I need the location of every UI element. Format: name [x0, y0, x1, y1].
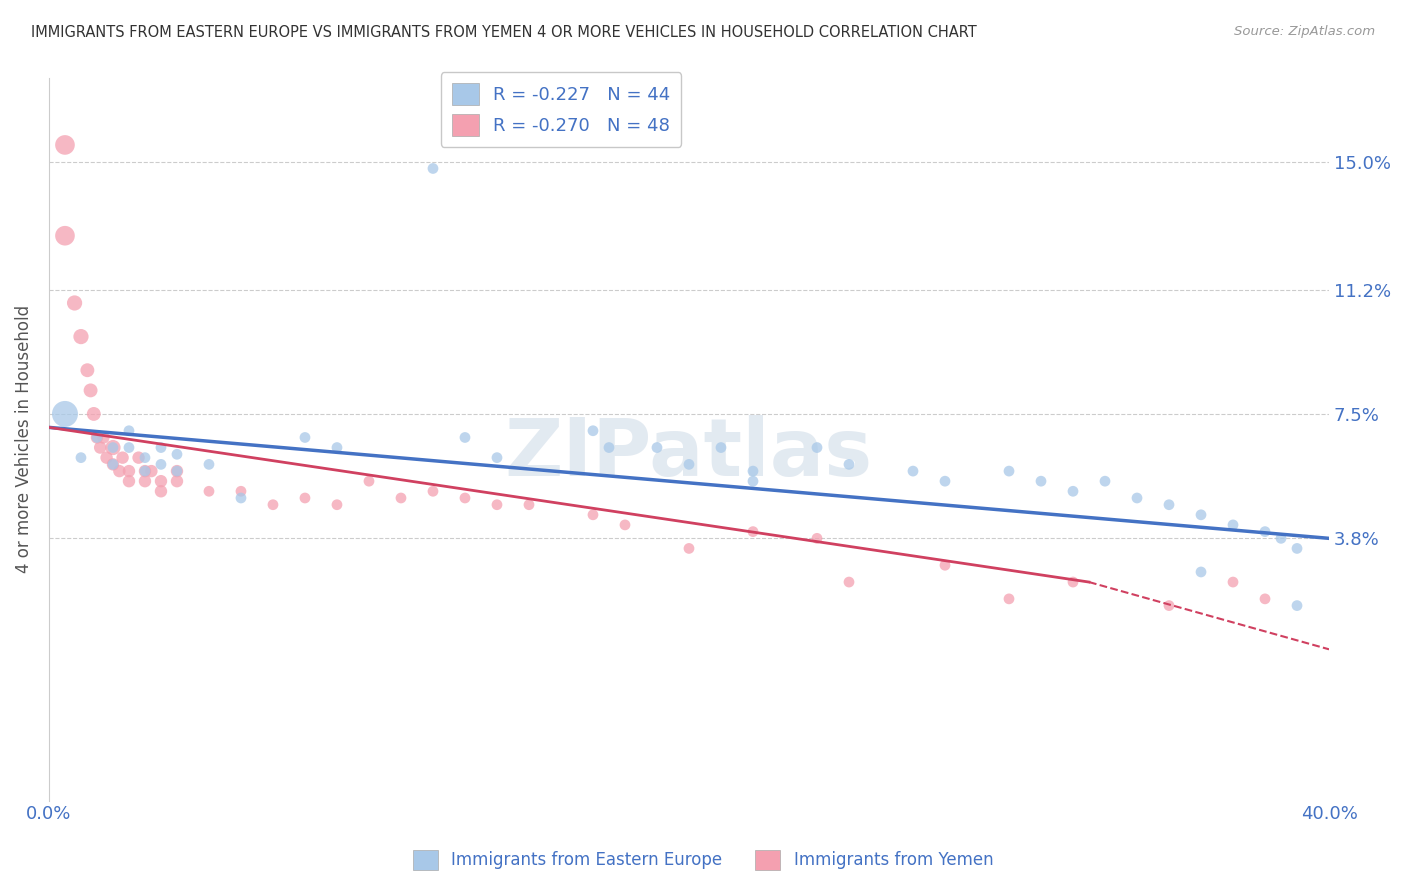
Legend: R = -0.227   N = 44, R = -0.270   N = 48: R = -0.227 N = 44, R = -0.270 N = 48 [440, 72, 682, 147]
Point [53, 137, 76, 152]
Point [118, 441, 141, 455]
Point [108, 464, 131, 478]
Point [118, 464, 141, 478]
Point [1285, 599, 1308, 613]
Point [357, 474, 380, 488]
Point [678, 541, 700, 556]
Point [1270, 532, 1292, 546]
Point [485, 450, 508, 465]
Point [229, 484, 252, 499]
Point [934, 474, 956, 488]
Point [134, 464, 156, 478]
Point [1029, 474, 1052, 488]
Text: ZIPatlas: ZIPatlas [505, 415, 873, 492]
Point [93, 430, 115, 444]
Point [198, 484, 221, 499]
Legend: Immigrants from Eastern Europe, Immigrants from Yemen: Immigrants from Eastern Europe, Immigran… [406, 843, 1000, 877]
Point [998, 464, 1021, 478]
Point [128, 450, 150, 465]
Point [86, 430, 108, 444]
Point [96, 450, 118, 465]
Point [1222, 575, 1244, 590]
Point [454, 430, 477, 444]
Point [1189, 508, 1212, 522]
Point [89, 441, 111, 455]
Point [645, 441, 668, 455]
Point [262, 498, 284, 512]
Point [149, 441, 172, 455]
Point [101, 458, 124, 472]
Point [149, 458, 172, 472]
Point [326, 441, 349, 455]
Point [141, 464, 163, 478]
Point [1062, 575, 1084, 590]
Point [294, 430, 316, 444]
Point [166, 474, 188, 488]
Point [101, 441, 124, 455]
Point [118, 474, 141, 488]
Point [454, 491, 477, 505]
Point [678, 458, 700, 472]
Point [76, 363, 98, 377]
Text: Source: ZipAtlas.com: Source: ZipAtlas.com [1234, 25, 1375, 38]
Point [389, 491, 412, 505]
Point [294, 491, 316, 505]
Point [166, 464, 188, 478]
Y-axis label: 4 or more Vehicles in Household: 4 or more Vehicles in Household [15, 305, 32, 574]
Point [838, 575, 860, 590]
Point [422, 484, 444, 499]
Text: IMMIGRANTS FROM EASTERN EUROPE VS IMMIGRANTS FROM YEMEN 4 OR MORE VEHICLES IN HO: IMMIGRANTS FROM EASTERN EUROPE VS IMMIGR… [31, 25, 977, 40]
Point [517, 498, 540, 512]
Point [1189, 565, 1212, 579]
Point [1222, 517, 1244, 532]
Point [70, 329, 93, 343]
Point [111, 450, 134, 465]
Point [134, 474, 156, 488]
Point [1285, 541, 1308, 556]
Point [582, 424, 605, 438]
Point [101, 441, 124, 455]
Point [1157, 498, 1180, 512]
Point [53, 407, 76, 421]
Point [838, 458, 860, 472]
Point [806, 441, 828, 455]
Point [53, 228, 76, 243]
Point [229, 491, 252, 505]
Point [1254, 524, 1277, 539]
Point [1126, 491, 1149, 505]
Point [710, 441, 733, 455]
Point [742, 464, 765, 478]
Point [63, 296, 86, 310]
Point [166, 464, 188, 478]
Point [742, 474, 765, 488]
Point [86, 430, 108, 444]
Point [83, 407, 105, 421]
Point [101, 458, 124, 472]
Point [134, 450, 156, 465]
Point [485, 498, 508, 512]
Point [901, 464, 924, 478]
Point [422, 161, 444, 176]
Point [79, 384, 101, 398]
Point [149, 484, 172, 499]
Point [198, 458, 221, 472]
Point [598, 441, 620, 455]
Point [998, 591, 1021, 606]
Point [1157, 599, 1180, 613]
Point [326, 498, 349, 512]
Point [934, 558, 956, 573]
Point [582, 508, 605, 522]
Point [166, 447, 188, 461]
Point [149, 474, 172, 488]
Point [806, 532, 828, 546]
Point [742, 524, 765, 539]
Point [134, 464, 156, 478]
Point [70, 450, 93, 465]
Point [1062, 484, 1084, 499]
Point [118, 424, 141, 438]
Point [1254, 591, 1277, 606]
Point [614, 517, 637, 532]
Point [1094, 474, 1116, 488]
